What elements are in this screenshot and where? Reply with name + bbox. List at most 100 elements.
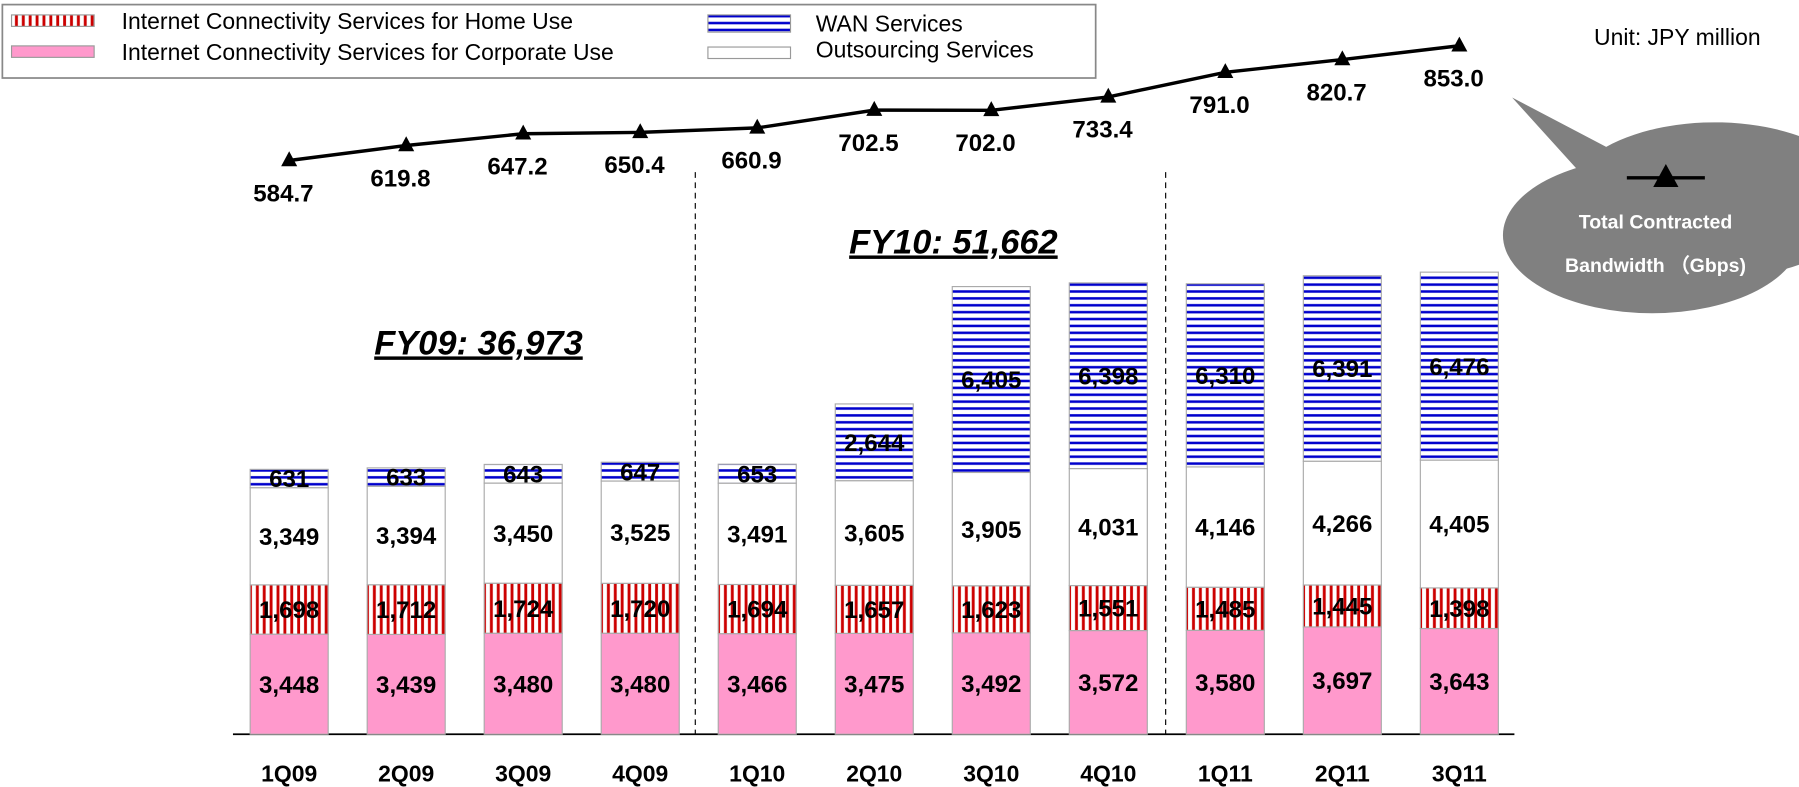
- value-label: 3,466: [727, 672, 787, 699]
- line-value-label: 660.9: [721, 148, 781, 175]
- bar-segment: [834, 584, 914, 634]
- bar-segment: [1068, 467, 1148, 587]
- bar-segment: [717, 463, 797, 484]
- line-marker: [398, 136, 415, 152]
- line-value-label: 702.5: [838, 130, 898, 157]
- value-label: 3,572: [1078, 670, 1138, 697]
- line-value-label: 702.0: [955, 130, 1015, 157]
- bar-segment: [1419, 271, 1499, 461]
- line-marker: [983, 101, 1000, 117]
- x-tick-label: 3Q10: [963, 761, 1019, 787]
- line-marker: [632, 123, 649, 139]
- callout-marker-key: [1653, 164, 1679, 187]
- line-marker: [1334, 50, 1351, 66]
- value-label: 647: [620, 459, 660, 486]
- line-value-label: 820.7: [1306, 79, 1366, 106]
- value-label: 3,475: [844, 671, 904, 698]
- bar-segment: [483, 463, 563, 484]
- bar-segment: [951, 471, 1031, 587]
- legend-swatch: [10, 45, 95, 58]
- value-label: 633: [386, 465, 426, 492]
- line-marker: [1217, 63, 1234, 79]
- value-label: 1,398: [1429, 596, 1489, 623]
- value-label: 1,445: [1312, 594, 1372, 621]
- value-label: 3,605: [844, 521, 904, 548]
- x-tick-label: 3Q11: [1432, 761, 1487, 787]
- bar-segment: [1419, 627, 1499, 735]
- bar-segment: [834, 403, 914, 482]
- bar-segment: [1068, 282, 1148, 470]
- callout-text-box: Total Contracted Bandwidth （Gbps): [1565, 211, 1746, 277]
- value-label: 6,405: [961, 367, 1021, 394]
- value-label: 6,391: [1312, 356, 1372, 383]
- bar-segment: [834, 632, 914, 735]
- line-marker: [515, 124, 532, 140]
- value-label: 1,712: [376, 597, 436, 624]
- x-tick-label: 4Q10: [1080, 761, 1136, 787]
- value-label: 3,450: [493, 521, 553, 548]
- value-label: 1,551: [1078, 596, 1138, 623]
- bar-segment: [249, 468, 329, 489]
- bar-segment: [600, 480, 680, 584]
- fy09-annotation: FY09: 36,973: [374, 324, 583, 362]
- value-label: 643: [503, 461, 543, 488]
- x-tick-label: 4Q09: [612, 761, 668, 787]
- x-tick-label: 1Q09: [261, 761, 317, 787]
- value-label: 2,644: [844, 430, 905, 457]
- bar-segment: [951, 286, 1031, 474]
- line-marker: [866, 100, 883, 116]
- legend: Internet Connectivity Services for Home …: [10, 8, 1034, 65]
- bar-segment: [1419, 459, 1499, 589]
- bar-segment: [1068, 584, 1148, 632]
- value-label: 4,146: [1195, 515, 1255, 542]
- value-label: 1,694: [727, 597, 788, 624]
- callout-text: Total Contracted Bandwidth （Gbps): [1565, 211, 1746, 277]
- bar-segment: [483, 582, 563, 634]
- line-value-label: 650.4: [604, 152, 665, 179]
- callout: [1502, 157, 1799, 314]
- fy10-annotation: FY10: 51,662: [849, 223, 1058, 261]
- line-value-label: 619.8: [370, 165, 430, 192]
- value-label: 1,623: [961, 597, 1021, 624]
- value-label: 3,349: [259, 524, 319, 551]
- bar-segment: [483, 482, 563, 584]
- line-value-label: 733.4: [1072, 117, 1133, 144]
- value-label: 3,580: [1195, 670, 1255, 697]
- bar-segment: [366, 633, 446, 735]
- line-marker: [1100, 87, 1117, 103]
- bar-segment: [951, 585, 1031, 634]
- legend-box: [1, 3, 1097, 79]
- value-label: 4,266: [1312, 511, 1372, 538]
- value-label: 1,657: [844, 597, 904, 624]
- legend-label: WAN Services: [816, 10, 963, 36]
- bar-segment: [1185, 466, 1265, 588]
- value-label: 3,394: [376, 523, 437, 550]
- value-label: 653: [737, 461, 777, 488]
- bar-segment: [717, 633, 797, 735]
- value-label: 3,480: [610, 671, 670, 698]
- value-label: 3,480: [493, 671, 553, 698]
- x-tick-label: 2Q11: [1315, 761, 1370, 787]
- value-label: 1,724: [493, 596, 554, 623]
- value-label: 3,905: [961, 517, 1021, 544]
- legend-label: Internet Connectivity Services for Corpo…: [122, 39, 614, 65]
- bar-segment: [600, 461, 680, 482]
- x-tick-label: 2Q10: [846, 761, 902, 787]
- bar-segment: [366, 467, 446, 487]
- value-label: 4,405: [1429, 512, 1489, 539]
- line-marker: [749, 118, 766, 134]
- value-label: 3,448: [259, 672, 319, 699]
- bar-segment: [1185, 283, 1265, 468]
- x-tick-label: 1Q11: [1198, 761, 1253, 787]
- bar-segment: [1302, 275, 1382, 462]
- line-value-label: 584.7: [253, 180, 313, 207]
- legend-swatch: [10, 14, 95, 27]
- legend-swatch: [707, 46, 792, 60]
- value-label: 631: [269, 466, 309, 493]
- bar-segment: [1068, 629, 1148, 735]
- line-value-label: 791.0: [1189, 92, 1249, 119]
- value-label: 4,031: [1078, 515, 1138, 542]
- legend-swatch: [707, 14, 792, 33]
- line-marker: [281, 151, 298, 167]
